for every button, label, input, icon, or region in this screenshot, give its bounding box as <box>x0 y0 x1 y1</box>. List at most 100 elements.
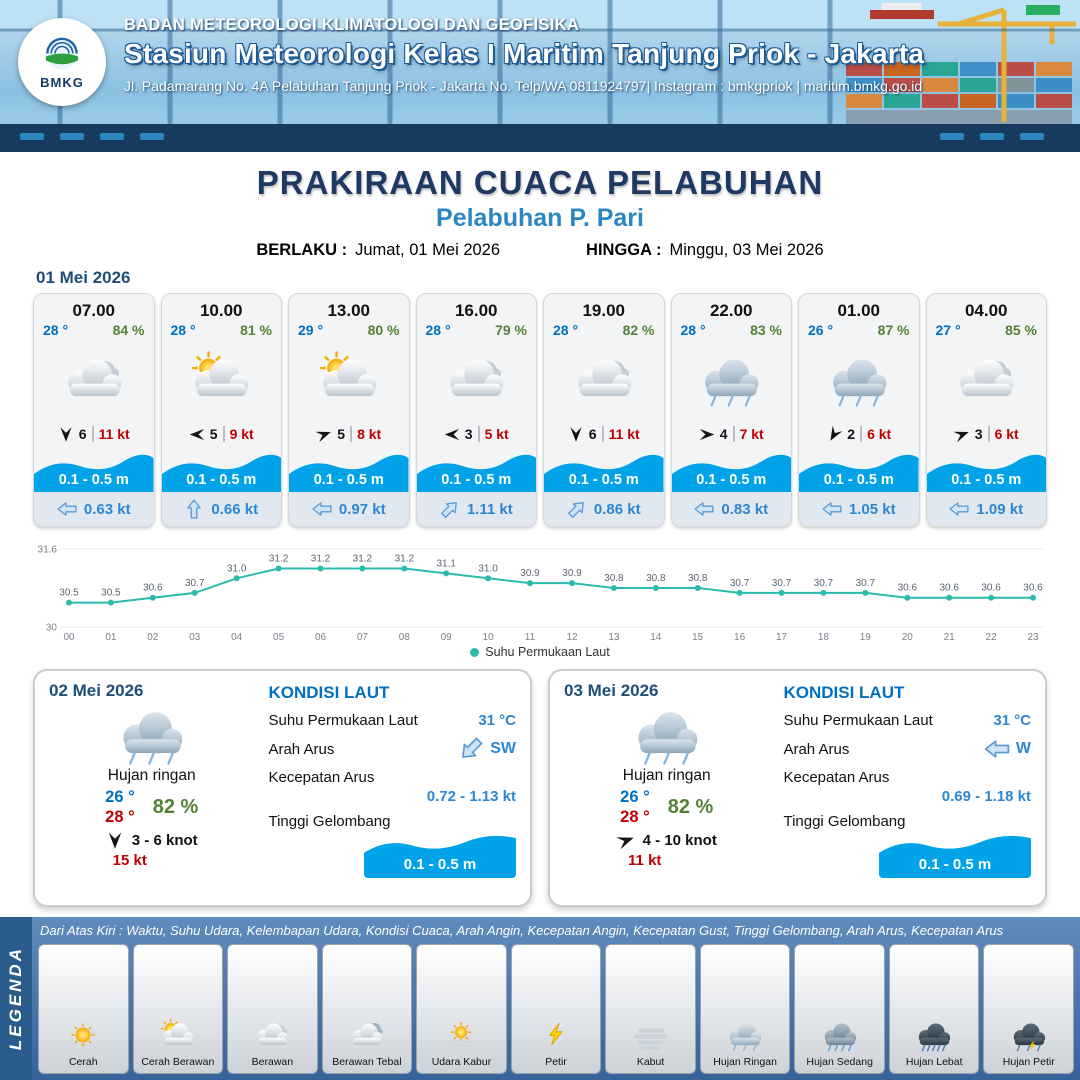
wind-direction-icon <box>825 424 844 444</box>
current-speed: 0.83 kt <box>721 500 769 518</box>
wave-band: 0.1 - 0.5 m <box>161 448 281 492</box>
wave-height-value: 0.1 - 0.5 m <box>403 856 477 873</box>
air-temperature: 28 ° <box>170 322 196 338</box>
legend-item: Cerah <box>38 944 129 1074</box>
legend-weather-icon <box>533 1014 579 1056</box>
svg-text:18: 18 <box>818 632 830 643</box>
legend-item: Kabut <box>605 944 696 1074</box>
legend-item: Hujan Ringan <box>699 944 791 1074</box>
wave-height: 0.1 - 0.5 m <box>441 472 512 488</box>
current-speed-value: 0.72 - 1.13 kt <box>426 788 516 805</box>
svg-text:00: 00 <box>63 632 75 643</box>
svg-text:05: 05 <box>273 632 285 643</box>
legend-item: Hujan Sedang <box>794 944 885 1074</box>
svg-text:30.8: 30.8 <box>688 573 708 584</box>
current-row: 0.66 kt <box>161 492 281 526</box>
wave-band: 0.1 - 0.5 m <box>926 448 1046 492</box>
svg-text:31.1: 31.1 <box>436 558 456 569</box>
svg-text:09: 09 <box>441 632 453 643</box>
wind-speed-min: 6 <box>588 426 597 442</box>
current-direction-value: SW <box>490 740 516 757</box>
wind-direction-icon <box>569 426 582 442</box>
legend-label: Cerah <box>68 1056 98 1069</box>
daily-cards-row: 02 Mei 2026 Hujan ringan 26 ° 28 ° 82 % … <box>0 669 1080 907</box>
agency-name: BADAN METEOROLOGI KLIMATOLOGI DAN GEOFIS… <box>124 16 580 34</box>
wind-range: 4 - 10 knot <box>642 831 717 849</box>
current-speed: 1.05 kt <box>848 500 896 518</box>
current-speed-label: Kecepatan Arus <box>783 769 890 786</box>
svg-text:15: 15 <box>692 632 704 643</box>
container-stacks <box>846 62 1072 124</box>
legend-label: Hujan Sedang <box>806 1056 873 1069</box>
wave-band: 0.1 - 0.5 m <box>34 448 154 492</box>
sea-conditions: KONDISI LAUT Suhu Permukaan Laut 31 °C A… <box>769 681 1031 895</box>
air-temperature: 28 ° <box>425 322 451 338</box>
legend-weather-icon <box>438 1014 484 1056</box>
svg-text:30.8: 30.8 <box>604 573 624 584</box>
svg-text:30.6: 30.6 <box>939 583 959 594</box>
forecast-time: 22.00 <box>709 301 753 320</box>
forecast-card: 16.00 28 ° 79 % 3 5 kt 0.1 - 0.5 m 1.11 … <box>415 293 537 527</box>
legend-label: Cerah Berawan <box>141 1056 215 1069</box>
wind-direction-icon <box>952 425 971 443</box>
day-date: 03 Mei 2026 <box>564 681 659 700</box>
wave-height: 0.1 - 0.5 m <box>696 472 767 488</box>
wave-shape-icon <box>926 454 1046 492</box>
air-temperature: 28 ° <box>553 322 579 338</box>
wind-direction-icon <box>615 830 637 850</box>
wave-height: 0.1 - 0.5 m <box>58 472 129 488</box>
day-wind-row: 3 - 6 knot <box>106 832 198 849</box>
forecast-card: 01.00 26 ° 87 % 2 6 kt 0.1 - 0.5 m 1.05 … <box>798 293 920 527</box>
wave-shape-icon <box>544 454 664 492</box>
wind-speed-min: 6 <box>78 426 87 442</box>
wave-shape-icon <box>671 454 791 492</box>
air-temperature: 29 ° <box>298 322 324 338</box>
day-temps: 26 ° 28 ° 82 % <box>105 788 198 828</box>
air-temperature: 26 ° <box>808 322 834 338</box>
legend-title: LEGENDA <box>6 946 25 1051</box>
forecast-cards-row: 07.00 28 ° 84 % 6 11 kt 0.1 - 0.5 m 0.63… <box>0 293 1080 527</box>
current-row: 1.05 kt <box>799 492 919 526</box>
legend-title-strip: LEGENDA <box>0 917 32 1080</box>
forecast-time: 13.00 <box>327 301 371 320</box>
wave-height-row: Tinggi Gelombang 0.1 - 0.5 m <box>783 813 1031 878</box>
svg-text:31.0: 31.0 <box>478 563 498 574</box>
wind-direction-icon <box>444 428 460 441</box>
legend-item: Udara Kabur <box>416 944 507 1074</box>
temp-humidity-row: 27 ° 85 % <box>927 322 1047 338</box>
sst-value: 31 °C <box>478 712 516 729</box>
wave-shape-icon <box>364 835 516 878</box>
svg-text:30.7: 30.7 <box>856 578 876 589</box>
humidity: 87 % <box>877 322 910 338</box>
temperature-max: 28 ° <box>620 807 650 826</box>
svg-text:30: 30 <box>46 623 58 634</box>
wind-speed-min: 5 <box>209 426 218 442</box>
svg-text:30.9: 30.9 <box>520 568 540 579</box>
current-row: 1.11 kt <box>416 492 536 526</box>
current-row: 0.86 kt <box>544 492 664 526</box>
legend-item: Petir <box>510 944 602 1074</box>
humidity: 81 % <box>240 322 272 338</box>
wave-band: 0.1 - 0.5 m <box>416 448 536 492</box>
forecast-time: 16.00 <box>454 301 498 320</box>
wind-speed-min: 5 <box>337 426 346 442</box>
forecast-card: 10.00 28 ° 81 % 5 9 kt 0.1 - 0.5 m 0.66 … <box>160 293 282 527</box>
svg-text:16: 16 <box>734 632 746 643</box>
legend-footer: LEGENDA Dari Atas Kiri : Waktu, Suhu Uda… <box>0 917 1080 1080</box>
wave-shape-icon <box>799 454 919 492</box>
legend-label: Kabut <box>636 1056 665 1069</box>
svg-text:30.8: 30.8 <box>646 573 666 584</box>
current-direction-icon <box>822 501 842 517</box>
forecast-time: 19.00 <box>582 301 626 320</box>
current-speed: 0.86 kt <box>593 500 641 518</box>
daily-forecast-card: 03 Mei 2026 Hujan ringan 26 ° 28 ° 82 % … <box>548 669 1047 907</box>
wind-row: 4 7 kt <box>672 420 792 448</box>
sst-label: Suhu Permukaan Laut <box>268 712 418 729</box>
current-speed: 0.97 kt <box>338 500 386 518</box>
wave-shape-icon <box>161 454 281 492</box>
air-temperature: 28 ° <box>680 322 706 338</box>
svg-text:02: 02 <box>147 632 159 643</box>
svg-text:08: 08 <box>399 632 411 643</box>
sea-conditions-heading: KONDISI LAUT <box>783 683 905 702</box>
current-direction-label: Arah Arus <box>783 740 850 758</box>
